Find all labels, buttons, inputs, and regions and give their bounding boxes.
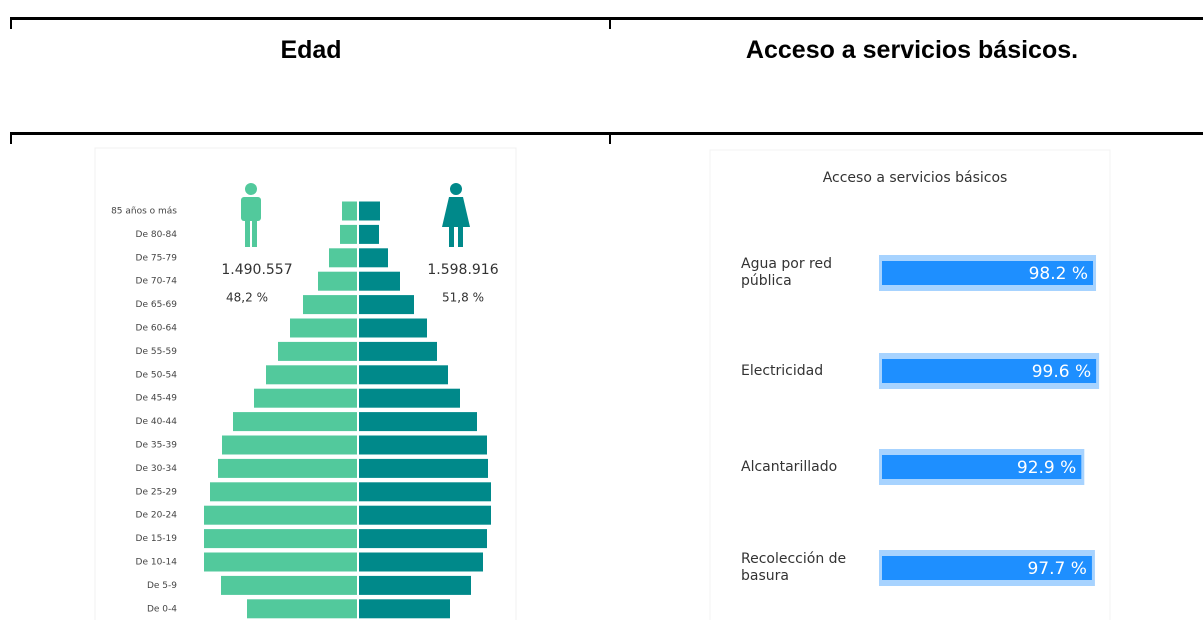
bar xyxy=(359,318,427,338)
legend-total: 1.598.916 xyxy=(427,262,498,278)
rule xyxy=(10,132,1203,135)
age-label: De 20-24 xyxy=(136,511,178,521)
age-label: De 30-34 xyxy=(136,464,178,474)
age-label: De 70-74 xyxy=(136,277,178,287)
chart-title: Acceso a servicios básicos xyxy=(823,170,1008,186)
age-label: De 25-29 xyxy=(136,487,178,497)
bar xyxy=(359,599,450,619)
category-label: Alcantarillado xyxy=(741,458,838,475)
category-label: Agua por red pública xyxy=(741,256,832,289)
value-label: 92.9 % xyxy=(1017,458,1076,478)
bar xyxy=(254,388,357,408)
legend-share: 51,8 % xyxy=(442,291,484,305)
age-label: De 0-4 xyxy=(147,604,177,614)
bar xyxy=(266,365,357,385)
bar xyxy=(340,224,357,244)
value-label: 98.2 % xyxy=(1029,264,1088,284)
bar xyxy=(882,455,1082,479)
bar xyxy=(204,505,357,525)
bar xyxy=(221,575,357,595)
bar xyxy=(210,482,357,502)
age-label: De 15-19 xyxy=(136,534,178,544)
bar xyxy=(204,529,357,549)
male-icon xyxy=(241,183,261,247)
age-label: De 65-69 xyxy=(136,300,178,310)
category-label: Recolección de basura xyxy=(741,551,847,584)
age-label: De 50-54 xyxy=(136,370,178,380)
bar xyxy=(359,482,491,502)
age-label: De 35-39 xyxy=(136,441,178,451)
bar xyxy=(359,458,488,478)
female-icon xyxy=(442,183,470,247)
rule xyxy=(10,17,1203,20)
bar xyxy=(204,552,357,572)
bar xyxy=(359,295,414,315)
bar xyxy=(233,412,357,432)
rule xyxy=(10,17,12,29)
bar xyxy=(278,341,357,361)
column-header: Acceso a servicios básicos. xyxy=(745,36,1079,64)
bar xyxy=(290,318,357,338)
bar xyxy=(359,341,437,361)
bar xyxy=(359,412,477,432)
bar xyxy=(359,505,491,525)
bar xyxy=(359,248,388,268)
bar xyxy=(359,435,487,455)
age-label: De 45-49 xyxy=(136,394,178,404)
bar xyxy=(318,271,357,291)
value-label: 99.6 % xyxy=(1032,362,1091,382)
age-label: De 60-64 xyxy=(136,324,178,334)
bar xyxy=(359,224,379,244)
category-label: Electricidad xyxy=(741,362,824,379)
age-label: De 5-9 xyxy=(147,581,177,591)
bar xyxy=(359,365,448,385)
rule xyxy=(609,132,611,144)
age-label: 85 años o más xyxy=(111,207,177,217)
legend-share: 48,2 % xyxy=(226,291,268,305)
bar xyxy=(359,529,487,549)
bar xyxy=(882,261,1094,285)
rule xyxy=(10,132,12,144)
bar xyxy=(359,388,460,408)
bar xyxy=(303,295,357,315)
bar xyxy=(247,599,357,619)
rule xyxy=(609,17,611,29)
bar xyxy=(359,201,380,221)
bar xyxy=(882,359,1097,383)
age-label: De 75-79 xyxy=(136,253,178,263)
bar xyxy=(359,271,400,291)
column-header: Edad xyxy=(280,36,342,64)
bar xyxy=(359,552,483,572)
bar xyxy=(882,556,1092,580)
bar xyxy=(222,435,357,455)
bar xyxy=(342,201,357,221)
age-label: De 10-14 xyxy=(136,558,178,568)
legend-total: 1.490.557 xyxy=(221,262,292,278)
value-label: 97.7 % xyxy=(1027,559,1086,579)
age-label: De 40-44 xyxy=(136,417,178,427)
age-label: De 55-59 xyxy=(136,347,178,357)
bar xyxy=(359,575,471,595)
bar xyxy=(329,248,357,268)
bar xyxy=(218,458,357,478)
age-label: De 80-84 xyxy=(136,230,178,240)
